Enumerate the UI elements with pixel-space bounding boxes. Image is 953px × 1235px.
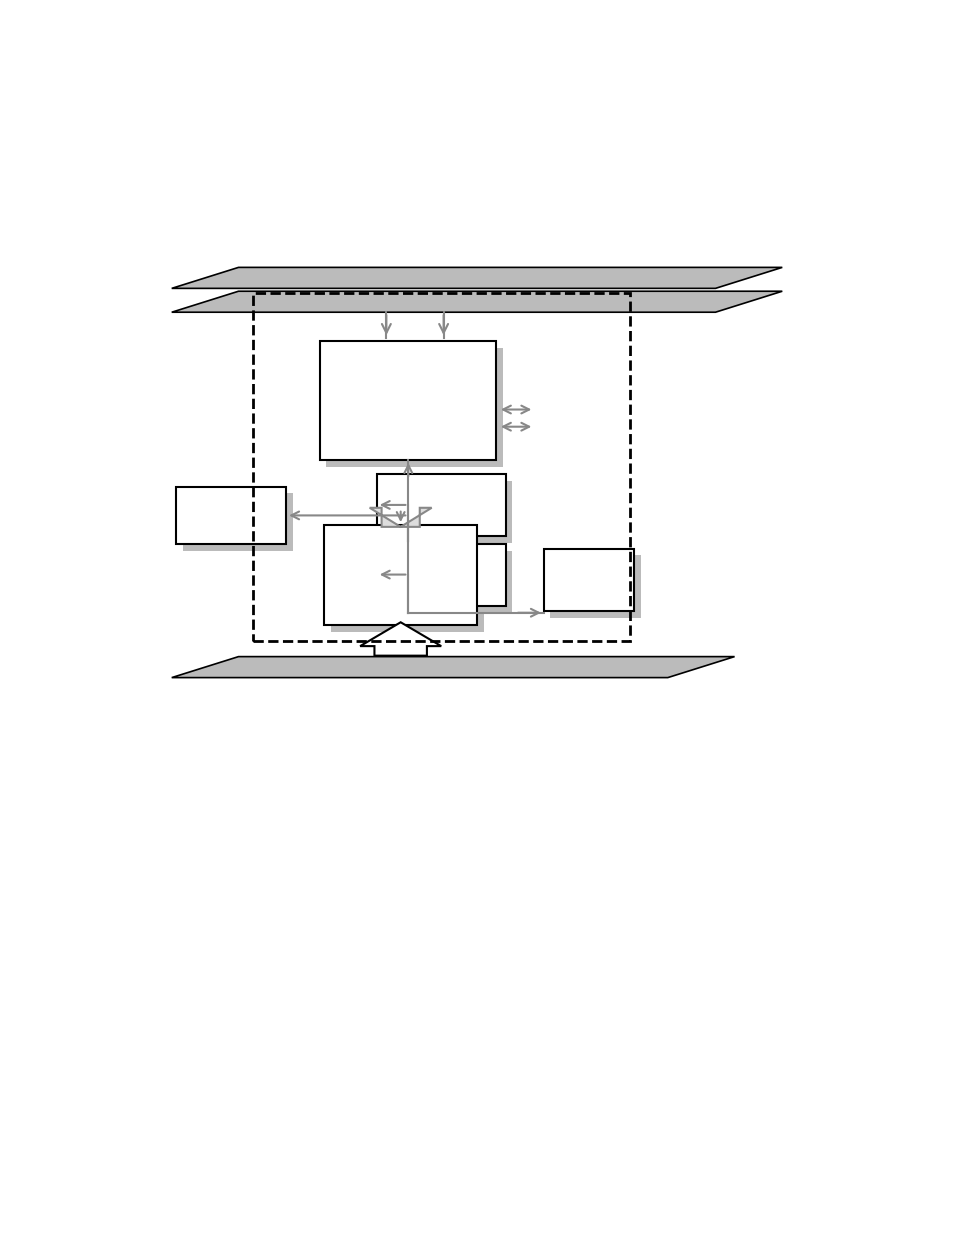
FancyBboxPatch shape — [319, 341, 496, 461]
FancyBboxPatch shape — [543, 548, 634, 611]
FancyBboxPatch shape — [383, 551, 512, 613]
Polygon shape — [172, 268, 781, 288]
FancyBboxPatch shape — [331, 531, 483, 632]
FancyBboxPatch shape — [383, 482, 512, 543]
FancyBboxPatch shape — [376, 545, 505, 606]
Polygon shape — [369, 508, 431, 527]
Polygon shape — [172, 657, 734, 678]
FancyBboxPatch shape — [183, 494, 293, 551]
FancyBboxPatch shape — [326, 347, 502, 467]
Bar — [253, 293, 629, 641]
FancyBboxPatch shape — [550, 556, 640, 618]
FancyBboxPatch shape — [176, 487, 286, 545]
Polygon shape — [359, 622, 440, 656]
FancyBboxPatch shape — [376, 474, 505, 536]
Polygon shape — [172, 291, 781, 312]
FancyBboxPatch shape — [324, 525, 476, 625]
